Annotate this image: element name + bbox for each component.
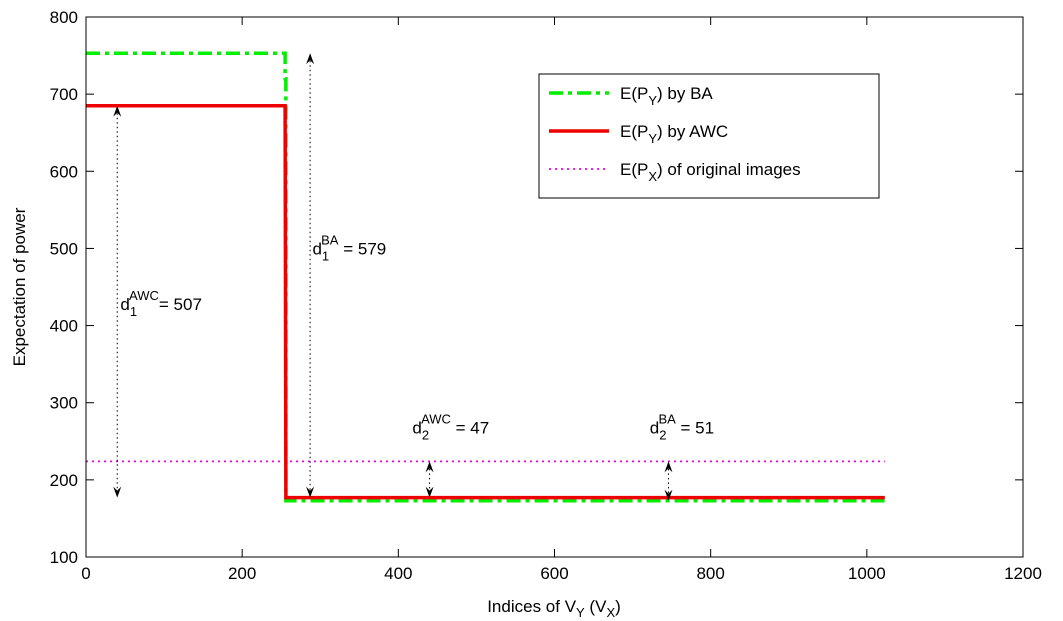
x-tick-label: 800	[696, 564, 724, 583]
y-tick-label: 200	[50, 471, 78, 490]
x-tick-label: 400	[384, 564, 412, 583]
x-tick-label: 200	[228, 564, 256, 583]
annotation-arrow-top-d2-awc	[425, 461, 434, 473]
x-tick-label: 600	[540, 564, 568, 583]
legend-label-orig: E(PX) of original images	[620, 160, 801, 184]
x-tick-label: 0	[81, 564, 90, 583]
y-tick-label: 400	[50, 317, 78, 336]
annotation-arrow-bottom-d1-ba	[306, 486, 315, 498]
legend-box	[538, 73, 880, 199]
legend-label-ba: E(PY) by BA	[620, 84, 713, 108]
annotation-arrow-top-d2-ba	[664, 461, 673, 473]
legend: E(PY) by BA E(PY) by AWC E(PX) of original…	[538, 73, 880, 199]
annotation-label-d1-ba: d1BA = 579	[312, 233, 386, 264]
annotation-arrow-bottom-d2-awc	[425, 486, 434, 498]
annotation-arrow-top-d1-awc	[113, 105, 122, 117]
y-tick-label: 500	[50, 239, 78, 258]
annotation-label-d2-ba: d2BA = 51	[650, 412, 714, 443]
y-tick-label: 700	[50, 85, 78, 104]
legend-label-awc: E(PY) by AWC	[620, 122, 728, 146]
y-tick-label: 300	[50, 394, 78, 413]
x-tick-label: 1200	[1004, 564, 1042, 583]
annotation-arrow-bottom-d2-ba	[664, 489, 673, 501]
plot-frame	[85, 16, 1024, 558]
y-tick-label: 100	[50, 548, 78, 567]
y-axis-label: Expectation of power	[10, 207, 29, 366]
annotation-label-d1-awc: d1AWC= 507	[120, 288, 202, 319]
y-tick-label: 600	[50, 162, 78, 181]
x-axis-label: Indices of VY (VX)	[487, 597, 621, 620]
y-tick-label: 800	[50, 8, 78, 27]
x-tick-label: 1000	[848, 564, 886, 583]
series-line-ba	[86, 51, 885, 503]
annotation-arrow-top-d1-ba	[306, 53, 315, 65]
annotation-label-d2-awc: d2AWC = 47	[412, 412, 489, 443]
annotation-arrow-bottom-d1-awc	[113, 486, 122, 498]
series-line-awc	[86, 103, 885, 500]
